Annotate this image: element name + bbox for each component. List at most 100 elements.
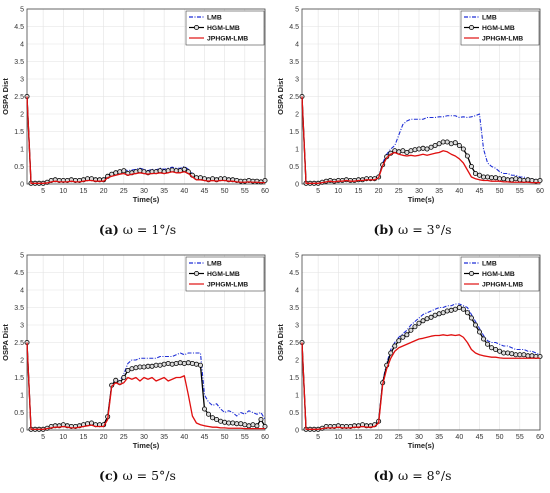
series-line [26,342,266,430]
x-tick-label: 55 [241,434,249,441]
data-point [416,320,422,326]
legend-label: LMB [207,15,222,22]
data-point [408,148,414,154]
x-tick-label: 40 [455,434,463,441]
x-tick-label: 25 [395,188,403,195]
y-tick-label: 3 [295,77,299,84]
series-lmb [301,96,540,184]
data-point [165,361,171,367]
x-tick-label: 20 [375,434,383,441]
data-point [452,306,458,312]
data-point [242,422,248,428]
x-axis-label: Time(s) [408,441,435,450]
caption-b-label: (b) [373,222,395,237]
data-point [493,347,499,353]
data-point [210,415,216,421]
data-point [121,168,127,174]
y-tick-label: 5 [295,253,299,260]
data-point [501,176,507,182]
x-tick-label: 5 [316,434,320,441]
y-tick-label: 5 [20,253,24,260]
x-tick-label: 25 [120,188,128,195]
data-point [485,174,491,180]
data-point [181,166,187,172]
y-axis-label: OSPA Dist [1,324,10,361]
y-tick-label: 0.5 [14,410,24,417]
data-point [448,141,454,147]
x-tick-label: 15 [80,434,88,441]
x-tick-label: 5 [41,188,45,195]
data-point [201,406,207,412]
data-point [173,361,179,367]
x-tick-label: 20 [100,188,108,195]
data-point [440,310,446,316]
data-point [489,175,495,181]
legend-marker [193,270,199,276]
caption-c-label: (c) [99,468,119,483]
data-point [254,423,260,429]
x-tick-label: 60 [261,188,269,195]
x-tick-label: 10 [334,434,342,441]
y-axis-label: OSPA Dist [276,78,285,115]
series-line [301,96,540,184]
x-tick-label: 50 [496,434,504,441]
data-point [476,329,482,335]
data-point [226,420,232,426]
y-tick-label: 3.5 [289,305,299,312]
data-point [481,174,487,180]
y-tick-label: 2.5 [14,94,24,101]
y-tick-label: 0.5 [14,164,24,171]
data-point [412,147,418,153]
series-hgm-lmb [299,94,543,186]
y-tick-label: 2 [295,358,299,365]
data-point [525,353,531,359]
y-tick-label: 4.5 [14,270,24,277]
legend-label: JPHGM-LMB [207,282,248,289]
x-tick-label: 15 [355,188,363,195]
data-point [404,149,410,155]
data-point [388,350,394,356]
x-tick-label: 35 [435,434,443,441]
data-point [230,420,236,426]
legend-label: JPHGM-LMB [482,36,523,43]
chart-panel-c: 5 10 15 20 25 30 35 40 45 50 55 60 0 0.5 1 1.5 2 2.5 3 3.5 4… [0,246,275,492]
series-jphgm-lmb [301,334,540,430]
x-tick-label: 30 [415,434,423,441]
y-tick-label: 4 [20,42,24,49]
data-point [525,177,531,183]
caption-d-label: (d) [373,468,395,483]
y-tick-label: 1.5 [14,129,24,136]
series-line [26,96,265,184]
data-point [513,352,519,358]
y-tick-label: 2 [20,358,24,365]
y-tick-label: 1 [20,393,24,400]
y-tick-label: 2 [20,112,24,119]
x-tick-label: 55 [241,188,249,195]
legend-marker [468,270,474,276]
x-tick-label: 20 [100,434,108,441]
data-point [497,348,503,354]
data-point [448,307,454,313]
legend-label: HGM-LMB [482,25,515,32]
chart-panel-a: 5 10 15 20 25 30 35 40 45 50 55 60 0 0.5 1 1.5 2 2.5 3 3.5 4… [0,0,275,246]
data-point [428,314,434,320]
data-point [412,324,418,330]
data-point [214,416,220,422]
data-point [493,175,499,181]
y-tick-label: 4 [20,288,24,295]
data-point [145,363,151,369]
data-point [529,353,535,359]
data-point [509,177,515,183]
data-point [472,170,478,176]
legend-marker [468,24,474,30]
series-line [301,96,540,184]
y-tick-label: 0 [295,428,299,435]
data-point [250,422,256,428]
x-tick-label: 45 [476,188,484,195]
x-tick-label: 25 [120,434,128,441]
data-point [464,153,470,159]
legend-label: HGM-LMB [207,271,240,278]
x-tick-label: 60 [536,434,544,441]
data-point [137,364,143,370]
y-tick-label: 0.5 [289,164,299,171]
